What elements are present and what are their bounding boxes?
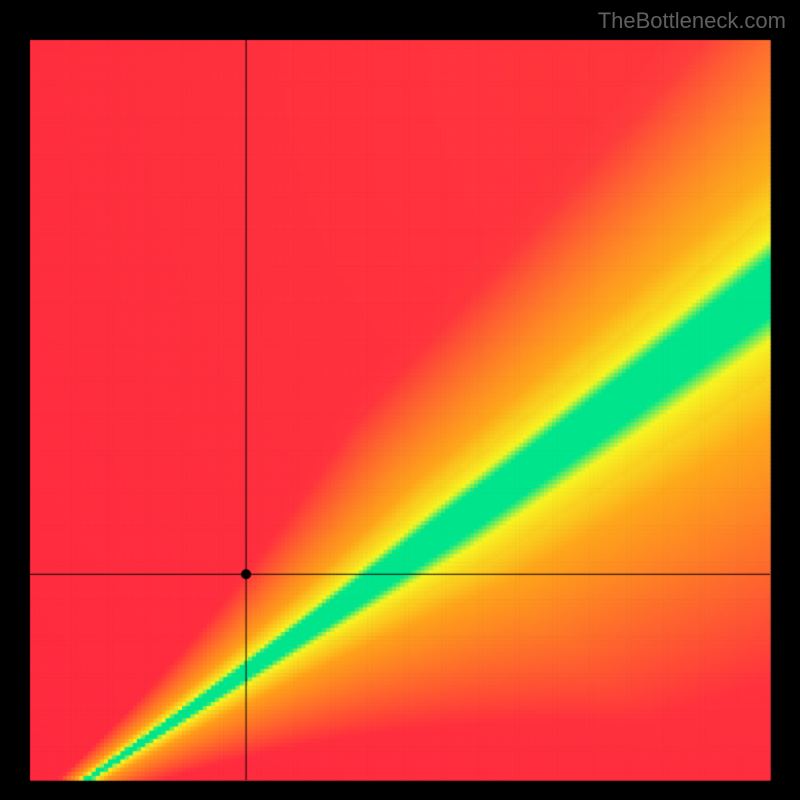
watermark-text: TheBottleneck.com xyxy=(598,8,786,34)
heatmap-canvas xyxy=(0,0,800,800)
chart-container: TheBottleneck.com xyxy=(0,0,800,800)
